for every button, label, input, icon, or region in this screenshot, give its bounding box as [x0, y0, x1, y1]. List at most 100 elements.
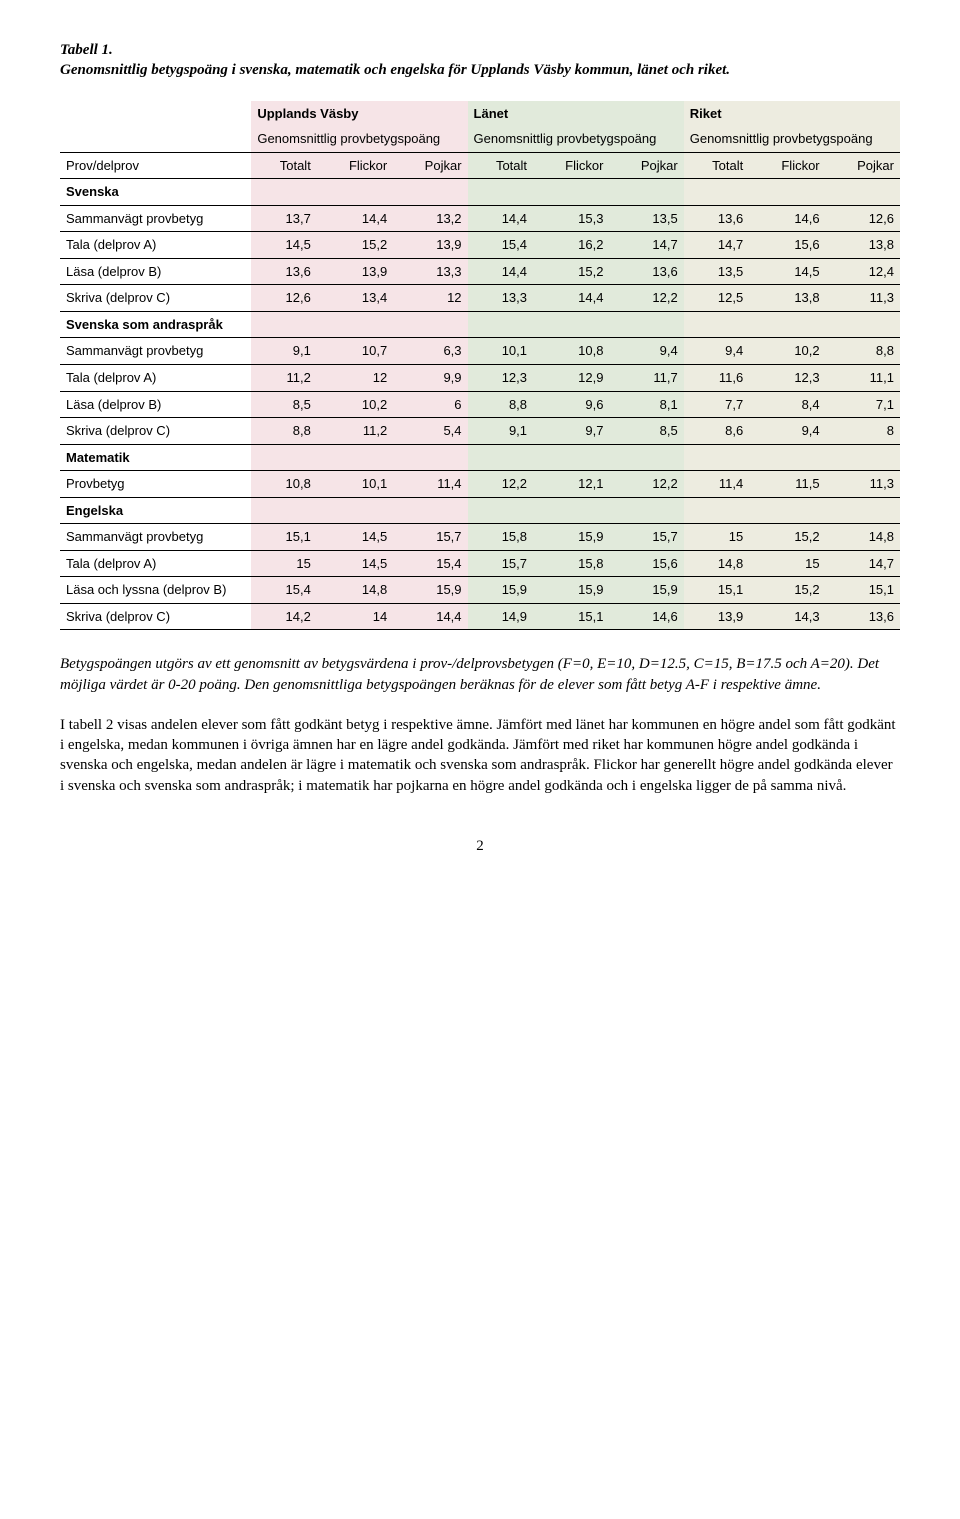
data-cell: 14,6	[749, 205, 825, 232]
data-cell: 9,4	[609, 338, 683, 365]
col-header: Flickor	[317, 152, 393, 179]
data-cell: 13,5	[684, 258, 749, 285]
row-label: Tala (delprov A)	[60, 232, 251, 259]
data-cell: 8,8	[826, 338, 900, 365]
blank-subheader	[60, 126, 251, 152]
data-cell: 14,7	[684, 232, 749, 259]
data-cell: 14,8	[684, 550, 749, 577]
empty-cell	[533, 179, 609, 206]
col-header: Pojkar	[609, 152, 683, 179]
data-cell: 10,2	[317, 391, 393, 418]
sub-header-riket: Genomsnittlig provbetygspoäng	[684, 126, 900, 152]
data-cell: 15,7	[393, 524, 467, 551]
table-row: Läsa och lyssna (delprov B)15,414,815,91…	[60, 577, 900, 604]
section-label: Svenska som andraspråk	[60, 311, 251, 338]
data-cell: 13,3	[393, 258, 467, 285]
empty-cell	[533, 497, 609, 524]
data-cell: 5,4	[393, 418, 467, 445]
row-label: Sammanvägt provbetyg	[60, 205, 251, 232]
empty-cell	[393, 444, 467, 471]
empty-cell	[393, 311, 467, 338]
data-cell: 12,1	[533, 471, 609, 498]
data-cell: 15	[251, 550, 316, 577]
empty-cell	[609, 444, 683, 471]
data-cell: 15,2	[317, 232, 393, 259]
empty-cell	[749, 497, 825, 524]
col-header: Pojkar	[393, 152, 467, 179]
data-cell: 10,2	[749, 338, 825, 365]
data-cell: 14,5	[317, 524, 393, 551]
empty-cell	[684, 179, 749, 206]
data-cell: 15,7	[468, 550, 533, 577]
data-cell: 13,3	[468, 285, 533, 312]
data-cell: 10,7	[317, 338, 393, 365]
empty-cell	[393, 497, 467, 524]
data-cell: 13,2	[393, 205, 467, 232]
data-cell: 12,3	[749, 364, 825, 391]
data-cell: 15,2	[533, 258, 609, 285]
data-cell: 15,1	[684, 577, 749, 604]
data-cell: 15,1	[533, 603, 609, 630]
data-cell: 8,8	[468, 391, 533, 418]
data-cell: 15,2	[749, 524, 825, 551]
table-row: Svenska som andraspråk	[60, 311, 900, 338]
data-cell: 14,4	[533, 285, 609, 312]
table-row: Sammanvägt provbetyg13,714,413,214,415,3…	[60, 205, 900, 232]
empty-cell	[609, 497, 683, 524]
data-cell: 9,1	[251, 338, 316, 365]
table-footnote: Betygspoängen utgörs av ett genomsnitt a…	[60, 654, 900, 695]
data-cell: 14,4	[393, 603, 467, 630]
row-label: Provbetyg	[60, 471, 251, 498]
data-cell: 13,5	[609, 205, 683, 232]
group-header-riket: Riket	[684, 101, 900, 127]
empty-cell	[317, 497, 393, 524]
table-row: Läsa (delprov B)13,613,913,314,415,213,6…	[60, 258, 900, 285]
data-cell: 12,2	[468, 471, 533, 498]
data-cell: 11,6	[684, 364, 749, 391]
sub-header-upplands: Genomsnittlig provbetygspoäng	[251, 126, 467, 152]
page-number: 2	[60, 836, 900, 856]
data-cell: 12,6	[251, 285, 316, 312]
data-cell: 14,3	[749, 603, 825, 630]
data-cell: 8,6	[684, 418, 749, 445]
data-cell: 9,6	[533, 391, 609, 418]
empty-cell	[393, 179, 467, 206]
data-cell: 9,1	[468, 418, 533, 445]
data-cell: 13,6	[251, 258, 316, 285]
empty-cell	[609, 311, 683, 338]
section-label: Engelska	[60, 497, 251, 524]
data-cell: 11,3	[826, 285, 900, 312]
row-label: Tala (delprov A)	[60, 550, 251, 577]
data-cell: 13,6	[609, 258, 683, 285]
data-cell: 14,4	[468, 205, 533, 232]
data-cell: 12,4	[826, 258, 900, 285]
data-cell: 15,1	[826, 577, 900, 604]
sub-header-lanet: Genomsnittlig provbetygspoäng	[468, 126, 684, 152]
data-cell: 14,6	[609, 603, 683, 630]
empty-cell	[251, 179, 316, 206]
data-cell: 12,2	[609, 471, 683, 498]
data-cell: 12,5	[684, 285, 749, 312]
data-cell: 13,4	[317, 285, 393, 312]
row-label: Läsa och lyssna (delprov B)	[60, 577, 251, 604]
empty-cell	[684, 444, 749, 471]
empty-cell	[251, 444, 316, 471]
data-cell: 6,3	[393, 338, 467, 365]
table-row: Skriva (delprov C)8,811,25,49,19,78,58,6…	[60, 418, 900, 445]
section-label: Svenska	[60, 179, 251, 206]
empty-cell	[684, 497, 749, 524]
data-cell: 15,3	[533, 205, 609, 232]
blank-header	[60, 101, 251, 127]
row-label: Sammanvägt provbetyg	[60, 338, 251, 365]
data-cell: 7,1	[826, 391, 900, 418]
row-label: Sammanvägt provbetyg	[60, 524, 251, 551]
data-cell: 11,2	[317, 418, 393, 445]
data-cell: 14,9	[468, 603, 533, 630]
table-row: Skriva (delprov C)14,21414,414,915,114,6…	[60, 603, 900, 630]
empty-cell	[749, 444, 825, 471]
empty-cell	[468, 311, 533, 338]
data-cell: 12,2	[609, 285, 683, 312]
data-cell: 8,5	[251, 391, 316, 418]
data-cell: 10,1	[468, 338, 533, 365]
data-cell: 10,8	[251, 471, 316, 498]
